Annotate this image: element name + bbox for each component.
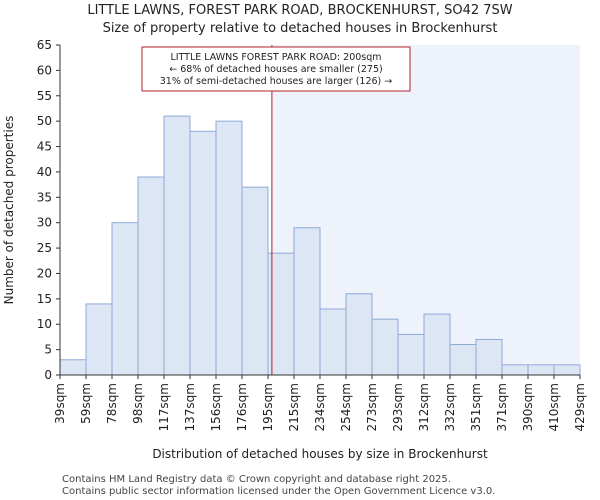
- y-tick-label: 65: [37, 38, 52, 52]
- y-tick-label: 15: [37, 292, 52, 306]
- y-tick-label: 55: [37, 89, 52, 103]
- bar-351sqm: [475, 338, 503, 376]
- y-tick-label: 25: [37, 241, 52, 255]
- bar-176sqm: [241, 186, 269, 376]
- y-tick-label: 30: [37, 216, 52, 230]
- x-tick-label: 254sqm: [339, 383, 353, 431]
- y-tick-label: 20: [37, 266, 52, 280]
- x-tick-label: 371sqm: [495, 383, 509, 431]
- y-axis-label: Number of detached properties: [2, 116, 16, 305]
- footer-line1: Contains HM Land Registry data © Crown c…: [62, 474, 451, 485]
- annotation-line3: 31% of semi-detached houses are larger (…: [160, 76, 393, 87]
- x-tick-label: 137sqm: [183, 383, 197, 431]
- y-tick-label: 50: [37, 114, 52, 128]
- bar-59sqm: [85, 303, 113, 376]
- y-tick-label: 60: [37, 63, 52, 77]
- annotation-line1: LITTLE LAWNS FOREST PARK ROAD: 200sqm: [170, 52, 381, 63]
- x-tick-label: 176sqm: [235, 383, 249, 431]
- x-tick-label: 117sqm: [157, 383, 171, 431]
- footer-line2: Contains public sector information licen…: [62, 486, 495, 497]
- bar-254sqm: [345, 293, 373, 376]
- bars-group: [59, 115, 581, 376]
- x-tick-label: 293sqm: [391, 383, 405, 431]
- x-tick-label: 312sqm: [417, 383, 431, 431]
- y-tick-label: 0: [44, 368, 52, 382]
- x-tick-label: 351sqm: [469, 383, 483, 431]
- x-tick-label: 390sqm: [521, 383, 535, 431]
- annotation-box: LITTLE LAWNS FOREST PARK ROAD: 200sqm ← …: [141, 46, 411, 92]
- x-tick-label: 156sqm: [209, 383, 223, 431]
- x-axis-label: Distribution of detached houses by size …: [152, 447, 488, 461]
- bar-215sqm: [293, 227, 321, 376]
- y-tick-label: 10: [37, 317, 52, 331]
- bar-98sqm: [137, 176, 165, 376]
- bar-156sqm: [215, 120, 243, 376]
- y-axis-ticks: 0 5 10 15 20 25 30 35 40 45 50 55 60 65: [37, 38, 60, 382]
- y-tick-label: 40: [37, 165, 52, 179]
- bar-234sqm: [319, 308, 347, 376]
- chart-title-line1: LITTLE LAWNS, FOREST PARK ROAD, BROCKENH…: [87, 3, 512, 18]
- x-tick-label: 78sqm: [105, 383, 119, 424]
- bar-78sqm: [111, 222, 139, 376]
- bar-293sqm: [397, 333, 425, 376]
- bar-332sqm: [449, 344, 477, 376]
- bar-117sqm: [163, 115, 191, 376]
- x-tick-label: 195sqm: [261, 383, 275, 431]
- x-tick-label: 39sqm: [53, 383, 67, 424]
- annotation-line2: ← 68% of detached houses are smaller (27…: [169, 64, 382, 75]
- chart-title-line2: Size of property relative to detached ho…: [103, 21, 498, 36]
- bar-273sqm: [371, 318, 399, 376]
- x-tick-label: 429sqm: [573, 383, 587, 431]
- y-tick-label: 35: [37, 190, 52, 204]
- x-tick-label: 234sqm: [313, 383, 327, 431]
- x-tick-label: 410sqm: [547, 383, 561, 431]
- x-tick-label: 332sqm: [443, 383, 457, 431]
- bar-137sqm: [189, 130, 217, 376]
- y-tick-label: 45: [37, 140, 52, 154]
- bar-410sqm: [553, 364, 581, 376]
- bar-39sqm: [59, 359, 87, 376]
- x-tick-label: 273sqm: [365, 383, 379, 431]
- x-axis-ticks: 39sqm 59sqm 78sqm 98sqm 117sqm 137sqm 156sqm 17…: [53, 375, 587, 431]
- bar-312sqm: [423, 313, 451, 376]
- bar-390sqm: [527, 364, 555, 376]
- x-tick-label: 215sqm: [287, 383, 301, 431]
- y-tick-label: 5: [44, 343, 52, 357]
- bar-371sqm: [501, 364, 529, 376]
- x-tick-label: 98sqm: [131, 383, 145, 424]
- x-tick-label: 59sqm: [79, 383, 93, 424]
- annotation-border: [141, 46, 411, 92]
